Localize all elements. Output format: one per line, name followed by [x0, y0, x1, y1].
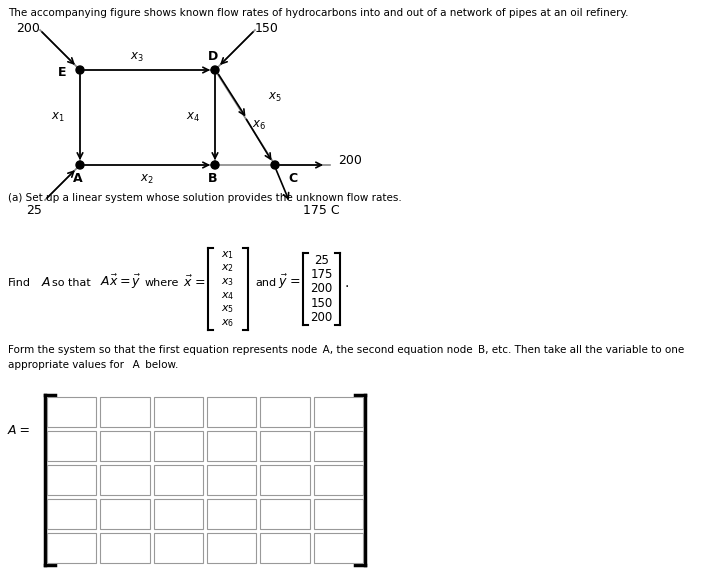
Text: $x_1$: $x_1$	[51, 111, 65, 123]
Bar	[313, 533, 363, 563]
Text: $x_2$: $x_2$	[140, 173, 154, 185]
Text: C: C	[289, 173, 298, 185]
Text: 150: 150	[311, 297, 333, 310]
Text: 25: 25	[314, 254, 329, 267]
Text: $x_6$: $x_6$	[221, 317, 235, 329]
Bar	[101, 431, 150, 461]
Text: 25: 25	[26, 205, 42, 218]
Text: 200: 200	[311, 311, 333, 324]
Text: The accompanying figure shows known flow rates of hydrocarbons into and out of a: The accompanying figure shows known flow…	[8, 8, 628, 18]
Bar	[207, 431, 257, 461]
Text: $\vec{x}$ =: $\vec{x}$ =	[183, 274, 206, 290]
Text: 200: 200	[311, 283, 333, 295]
Text: A: A	[42, 277, 50, 290]
Text: $x_6$: $x_6$	[252, 118, 266, 132]
Bar	[260, 499, 310, 529]
Bar	[260, 431, 310, 461]
Text: $A\vec{x} = \vec{y}$: $A\vec{x} = \vec{y}$	[100, 273, 142, 291]
Text: so that: so that	[52, 278, 91, 288]
Text: A =: A =	[8, 424, 31, 436]
Bar	[207, 397, 257, 427]
Circle shape	[211, 161, 219, 169]
Circle shape	[271, 161, 279, 169]
Bar	[207, 533, 257, 563]
Bar	[101, 465, 150, 495]
Text: $x_4$: $x_4$	[221, 290, 235, 302]
Bar	[207, 499, 257, 529]
Bar	[313, 499, 363, 529]
Text: (a) Set up a linear system whose solution provides the unknown flow rates.: (a) Set up a linear system whose solutio…	[8, 193, 402, 203]
Bar	[154, 465, 203, 495]
Text: .: .	[344, 276, 348, 290]
Bar	[47, 431, 96, 461]
Bar	[313, 431, 363, 461]
Text: 200: 200	[16, 22, 40, 35]
Text: 175 C: 175 C	[303, 205, 340, 218]
Text: $\vec{y}$ =: $\vec{y}$ =	[278, 273, 301, 291]
Bar	[260, 465, 310, 495]
Text: where: where	[145, 278, 179, 288]
Bar	[154, 499, 203, 529]
Text: A: A	[73, 173, 83, 185]
Text: and: and	[255, 278, 276, 288]
Text: $x_3$: $x_3$	[130, 50, 144, 64]
Text: $x_2$: $x_2$	[221, 263, 235, 274]
Bar	[154, 397, 203, 427]
Bar	[47, 465, 96, 495]
Text: $x_5$: $x_5$	[268, 91, 282, 104]
Text: B: B	[208, 173, 218, 185]
Text: appropriate values for   A  below.: appropriate values for A below.	[8, 360, 179, 370]
Text: E: E	[57, 67, 66, 80]
Bar	[313, 465, 363, 495]
Bar	[101, 533, 150, 563]
Bar	[47, 499, 96, 529]
Text: Find: Find	[8, 278, 31, 288]
Bar	[101, 499, 150, 529]
Bar	[260, 397, 310, 427]
Bar	[47, 397, 96, 427]
Bar	[154, 431, 203, 461]
Bar	[154, 533, 203, 563]
Text: $x_1$: $x_1$	[221, 249, 235, 261]
Bar	[260, 533, 310, 563]
Bar	[47, 533, 96, 563]
Text: 175: 175	[311, 268, 333, 281]
Text: $x_5$: $x_5$	[221, 304, 235, 315]
Circle shape	[76, 161, 84, 169]
Text: 150: 150	[255, 22, 279, 35]
Circle shape	[211, 66, 219, 74]
Bar	[313, 397, 363, 427]
Bar	[101, 397, 150, 427]
Text: 200: 200	[338, 153, 362, 167]
Bar	[207, 465, 257, 495]
Text: D: D	[208, 50, 218, 64]
Text: Form the system so that the first equation represents node  A, the second equati: Form the system so that the first equati…	[8, 345, 684, 355]
Circle shape	[76, 66, 84, 74]
Text: $x_4$: $x_4$	[186, 111, 200, 123]
Text: $x_3$: $x_3$	[221, 276, 235, 288]
